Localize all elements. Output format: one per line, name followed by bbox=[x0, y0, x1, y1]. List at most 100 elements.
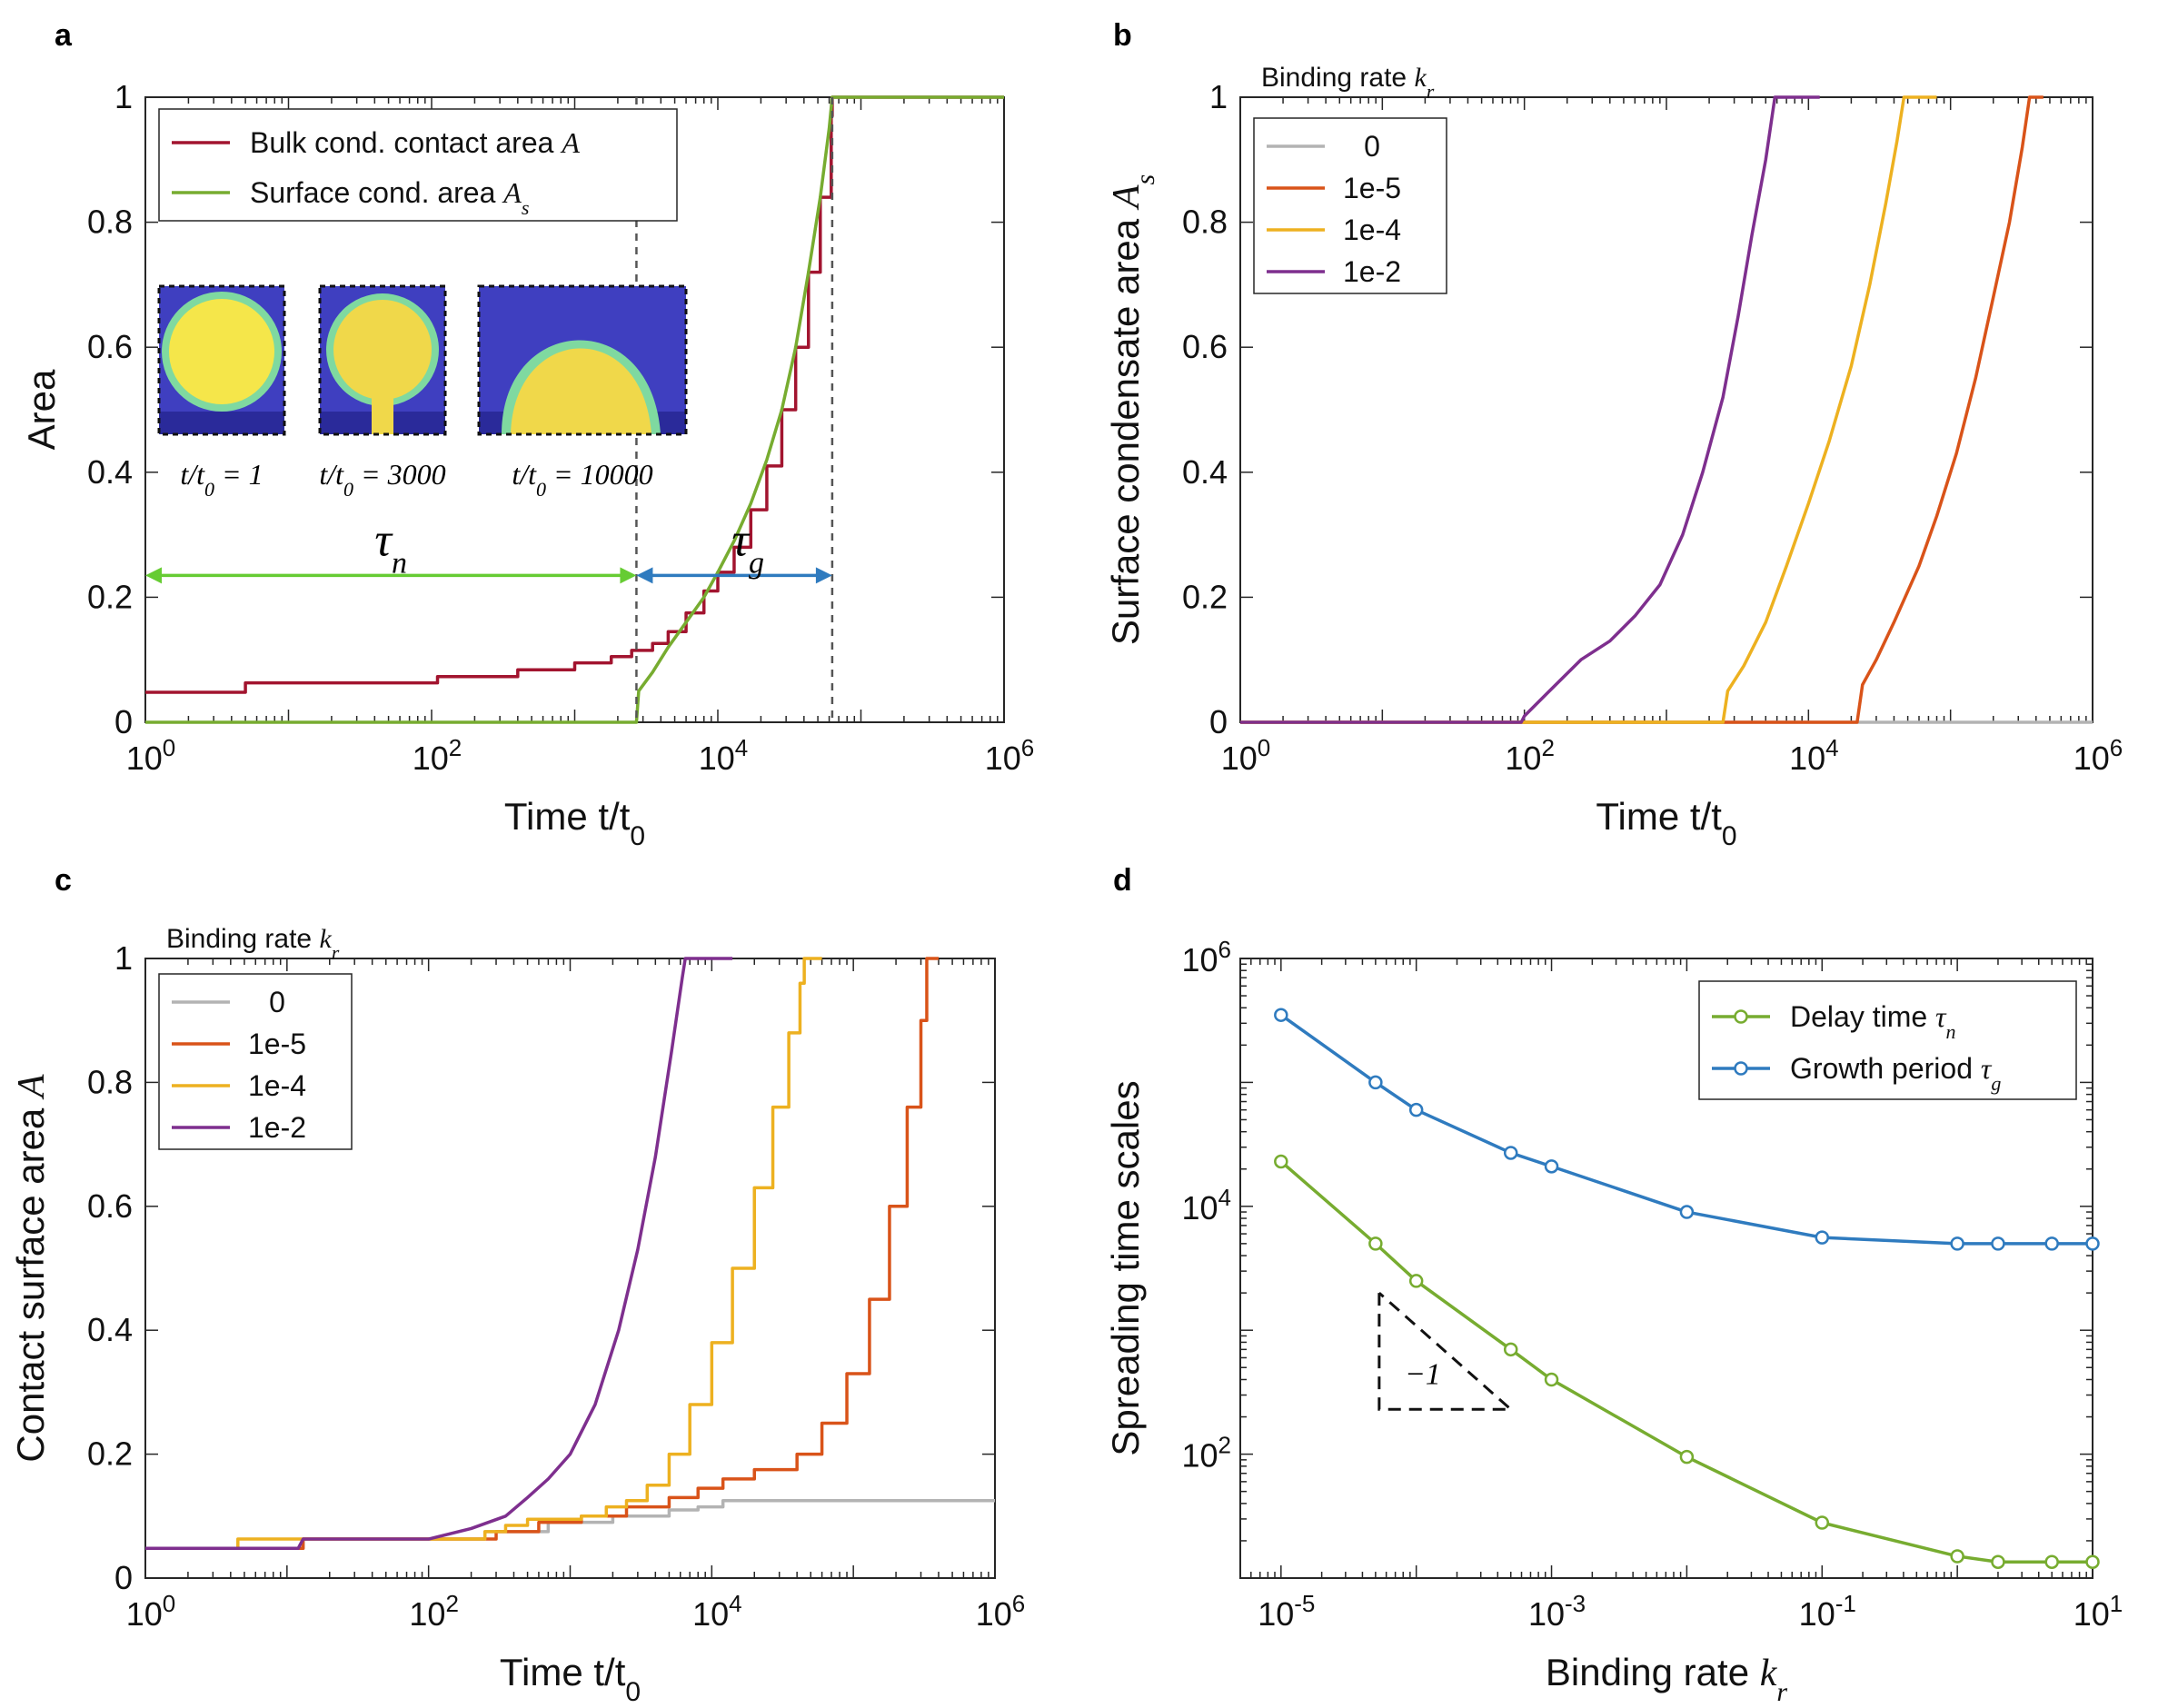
x-tick-label: 101 bbox=[2074, 1590, 2123, 1633]
x-axis-label: Time t/t0 bbox=[500, 1651, 641, 1707]
series-line-1e-2 bbox=[1240, 95, 1820, 724]
y-tick-label: 0.6 bbox=[87, 1187, 133, 1225]
x-axis-label: Time t/t0 bbox=[504, 795, 645, 851]
x-tick-label: 10-1 bbox=[1799, 1590, 1856, 1633]
data-point bbox=[1368, 1236, 1383, 1251]
legend-item: 0 bbox=[172, 986, 285, 1018]
panel-letter-b: b bbox=[1113, 18, 1132, 53]
y-tick-label: 1 bbox=[1209, 78, 1228, 115]
data-point bbox=[2085, 1236, 2100, 1251]
inset-label: t/t0 = 1 bbox=[180, 458, 263, 501]
inset-frame bbox=[318, 284, 447, 436]
legend-item: 1e-4 bbox=[172, 1069, 306, 1102]
legend-label: 0 bbox=[269, 986, 285, 1018]
slope-label: −1 bbox=[1405, 1357, 1441, 1391]
legend-box bbox=[158, 108, 678, 222]
y-tick-label: 106 bbox=[1181, 936, 1231, 978]
legend: Delay time τn Growth period τg bbox=[1698, 980, 2077, 1100]
legend: 0 1e-5 1e-4 1e-2 bbox=[1253, 117, 1447, 294]
x-tick-label: 100 bbox=[126, 1590, 176, 1633]
x-tick-label: 102 bbox=[409, 1590, 459, 1633]
panel-a: a 100 102 104 106 0 0.2 0.4 0.6 0.8 1 Time t/t0 Area… bbox=[20, 18, 1034, 851]
data-point bbox=[1544, 1159, 1559, 1174]
x-tick-label: 100 bbox=[1221, 734, 1271, 777]
y-axis-label: Area bbox=[20, 369, 63, 450]
x-tick-label: 104 bbox=[1789, 734, 1839, 777]
y-tick-label: 1 bbox=[114, 78, 133, 115]
droplet bbox=[511, 348, 651, 434]
y-tick-label: 0.8 bbox=[1182, 204, 1228, 241]
y-axis-label: Contact surface area A bbox=[9, 1074, 53, 1463]
legend-item: Surface cond. area As bbox=[172, 176, 529, 219]
legend-label: Bulk cond. contact area A bbox=[250, 126, 580, 159]
legend-item: Growth period τg bbox=[1712, 1052, 2001, 1095]
series-line-1e-5 bbox=[1240, 95, 2044, 724]
series-line-1e-4 bbox=[145, 957, 822, 1551]
data-point bbox=[1950, 1549, 1964, 1564]
legend-title: Binding rate kr bbox=[166, 924, 340, 964]
plot-area bbox=[1240, 95, 2093, 724]
panel-letter-c: c bbox=[55, 863, 72, 898]
data-point bbox=[2044, 1554, 2059, 1569]
y-tick-label: 104 bbox=[1181, 1184, 1231, 1226]
x-tick-label: 104 bbox=[692, 1590, 742, 1633]
inset-snapshot-1 bbox=[157, 284, 286, 436]
data-point bbox=[1274, 1154, 1288, 1169]
panel-c: c 100 102 104 106 0 0.2 0.4 0.6 0.8 1 Time t/t0 Cont… bbox=[9, 863, 1025, 1707]
data-point bbox=[1408, 1102, 1424, 1117]
legend-label: 1e-2 bbox=[1343, 255, 1401, 288]
legend-label: 1e-4 bbox=[248, 1069, 306, 1102]
data-point bbox=[1408, 1274, 1424, 1288]
y-tick-label: 0.4 bbox=[87, 1311, 133, 1348]
legend: 0 1e-5 1e-4 1e-2 bbox=[158, 973, 353, 1150]
data-point bbox=[1274, 1008, 1288, 1022]
y-tick-label: 0.8 bbox=[87, 1063, 133, 1100]
y-tick-label: 0 bbox=[114, 1559, 133, 1596]
tau-n-arrow-head bbox=[145, 567, 162, 584]
series-line-Surface-cond-area-As bbox=[145, 95, 1004, 724]
legend-item: 1e-5 bbox=[1267, 172, 1401, 204]
y-tick-label: 1 bbox=[114, 939, 133, 977]
y-tick-label: 0.2 bbox=[87, 1435, 133, 1473]
data-point bbox=[1544, 1372, 1559, 1387]
data-point bbox=[1368, 1075, 1383, 1090]
slope-triangle bbox=[1377, 1292, 1515, 1411]
y-tick-label: 0 bbox=[114, 703, 133, 740]
legend-item: 1e-2 bbox=[1267, 255, 1401, 288]
legend-label: Growth period τg bbox=[1790, 1052, 2001, 1095]
series-line-1e-4 bbox=[1240, 95, 1937, 724]
tau-g-arrow-head bbox=[815, 567, 832, 584]
panel-b: b 100 102 104 106 0 0.2 0.4 0.6 0.8 1 Time t/t0 Surf… bbox=[1104, 18, 2123, 851]
x-tick-label: 10-3 bbox=[1528, 1590, 1586, 1633]
data-point bbox=[1503, 1146, 1518, 1160]
legend-label: 1e-5 bbox=[248, 1028, 306, 1060]
x-tick-label: 10-5 bbox=[1258, 1590, 1315, 1633]
droplet bbox=[169, 299, 274, 404]
panel-letter-d: d bbox=[1113, 863, 1132, 898]
inset-frame bbox=[157, 284, 286, 436]
inset-snapshot-2 bbox=[318, 284, 447, 436]
legend-label: 1e-5 bbox=[1343, 172, 1401, 204]
x-tick-label: 100 bbox=[126, 734, 176, 777]
legend: Bulk cond. contact area A Surface cond. a… bbox=[158, 108, 678, 222]
y-tick-label: 0.6 bbox=[87, 328, 133, 365]
y-tick-label: 0.6 bbox=[1182, 328, 1228, 365]
inset-substrate bbox=[159, 412, 284, 434]
data-point bbox=[1950, 1236, 1964, 1251]
x-tick-label: 106 bbox=[976, 1590, 1026, 1633]
panel-d: d 10-5 10-3 10-1 101 102 104 106 Binding rate kr… bbox=[1104, 863, 2123, 1707]
y-tick-label: 0.8 bbox=[87, 204, 133, 241]
data-point bbox=[1991, 1554, 2005, 1569]
droplet bbox=[333, 300, 432, 400]
y-tick-label: 0.2 bbox=[87, 578, 133, 615]
inset-label: t/t0 = 3000 bbox=[319, 458, 445, 501]
y-tick-label: 0.4 bbox=[1182, 453, 1228, 491]
plot-area bbox=[145, 957, 995, 1551]
inset-label: t/t0 = 10000 bbox=[512, 458, 652, 501]
y-tick-label: 0.4 bbox=[87, 453, 133, 491]
legend-label: Surface cond. area As bbox=[250, 176, 529, 219]
data-point bbox=[2085, 1554, 2100, 1569]
plot-area bbox=[145, 95, 1004, 724]
data-point bbox=[1815, 1515, 1830, 1530]
y-tick-label: 0.2 bbox=[1182, 578, 1228, 615]
